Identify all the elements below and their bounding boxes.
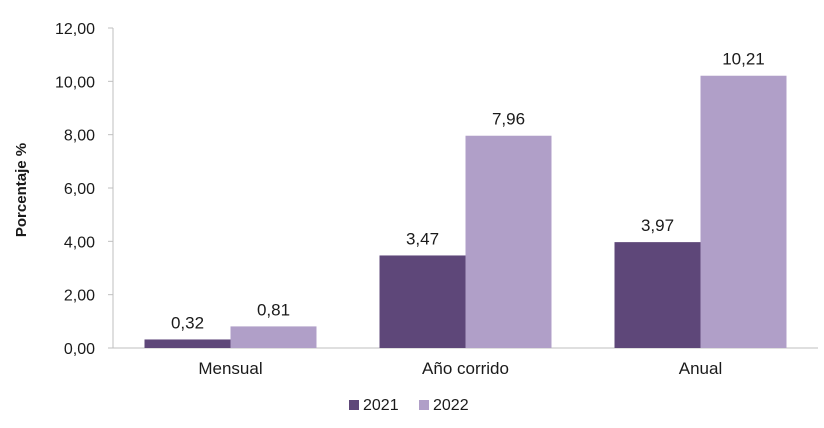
data-label: 0,81 [257, 300, 290, 319]
legend-swatch-2022 [419, 400, 429, 410]
y-tick-label: 8,00 [64, 128, 95, 145]
legend-swatch-2021 [349, 400, 359, 410]
legend: 2021 2022 [349, 397, 469, 414]
bar-2022-2 [700, 75, 787, 348]
category-label: Anual [679, 359, 722, 378]
y-axis-ticks: 0,00 2,00 4,00 6,00 8,00 10,00 12,00 [55, 21, 113, 358]
bar-2022-1 [465, 135, 552, 348]
category-labels-group: Mensual Año corrido Anual [198, 359, 722, 378]
y-tick-label: 4,00 [64, 234, 95, 251]
data-label: 3,97 [641, 216, 674, 235]
bar-2022-0 [230, 326, 317, 348]
y-tick-label: 2,00 [64, 288, 95, 305]
y-tick-label: 6,00 [64, 181, 95, 198]
data-labels-group: 0,32 0,81 3,47 7,96 3,97 10,21 [171, 50, 765, 333]
y-tick-label: 0,00 [64, 341, 95, 358]
bar-2021-0 [144, 339, 231, 348]
y-axis-title: Porcentaje % [13, 143, 30, 237]
data-label: 3,47 [406, 229, 439, 248]
bar-2021-2 [614, 242, 701, 348]
bars-group [144, 75, 787, 348]
data-label: 10,21 [722, 50, 765, 69]
y-tick-label: 10,00 [55, 74, 95, 91]
legend-label-2021: 2021 [363, 397, 399, 414]
bar-2021-1 [379, 255, 466, 348]
category-label: Mensual [198, 359, 262, 378]
category-label: Año corrido [422, 359, 509, 378]
data-label: 0,32 [171, 313, 204, 332]
y-tick-label: 12,00 [55, 21, 95, 38]
legend-label-2022: 2022 [433, 397, 469, 414]
data-label: 7,96 [492, 110, 525, 129]
